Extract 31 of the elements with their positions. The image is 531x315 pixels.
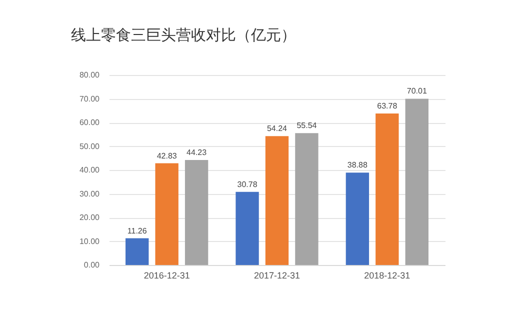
bar — [376, 114, 399, 265]
bar — [346, 172, 370, 265]
data-label: 63.78 — [377, 102, 398, 111]
data-label: 42.83 — [156, 151, 178, 160]
y-tick-label: 20.00 — [79, 213, 100, 222]
y-tick-label: 10.00 — [79, 236, 100, 246]
y-tick-label: 80.00 — [79, 70, 100, 80]
bar — [126, 238, 149, 265]
x-tick-label: 2017-12-31 — [254, 270, 300, 280]
data-label: 55.54 — [296, 121, 318, 130]
y-tick-label: 50.00 — [79, 142, 100, 151]
bar — [236, 192, 259, 265]
y-tick-label: 30.00 — [79, 189, 100, 198]
y-tick-label: 40.00 — [79, 166, 100, 174]
data-label: 11.26 — [127, 226, 148, 236]
x-tick-label: 2018-12-31 — [364, 270, 410, 280]
data-label: 38.88 — [347, 160, 368, 170]
x-tick-label: 2016-12-31 — [144, 270, 190, 280]
bar — [155, 163, 178, 265]
data-label: 44.23 — [186, 148, 208, 157]
data-label: 70.01 — [406, 86, 428, 96]
y-tick-label: 70.00 — [79, 94, 100, 104]
bar — [295, 133, 318, 265]
chart-title: 线上零食三巨头营收对比（亿元） — [70, 26, 296, 44]
y-tick-label: 60.00 — [79, 118, 100, 127]
data-label: 54.24 — [266, 124, 288, 134]
data-label: 30.78 — [237, 180, 258, 189]
bar — [265, 136, 289, 265]
bar — [184, 160, 208, 265]
bar — [405, 98, 428, 265]
y-tick-label: 0.00 — [84, 260, 100, 270]
